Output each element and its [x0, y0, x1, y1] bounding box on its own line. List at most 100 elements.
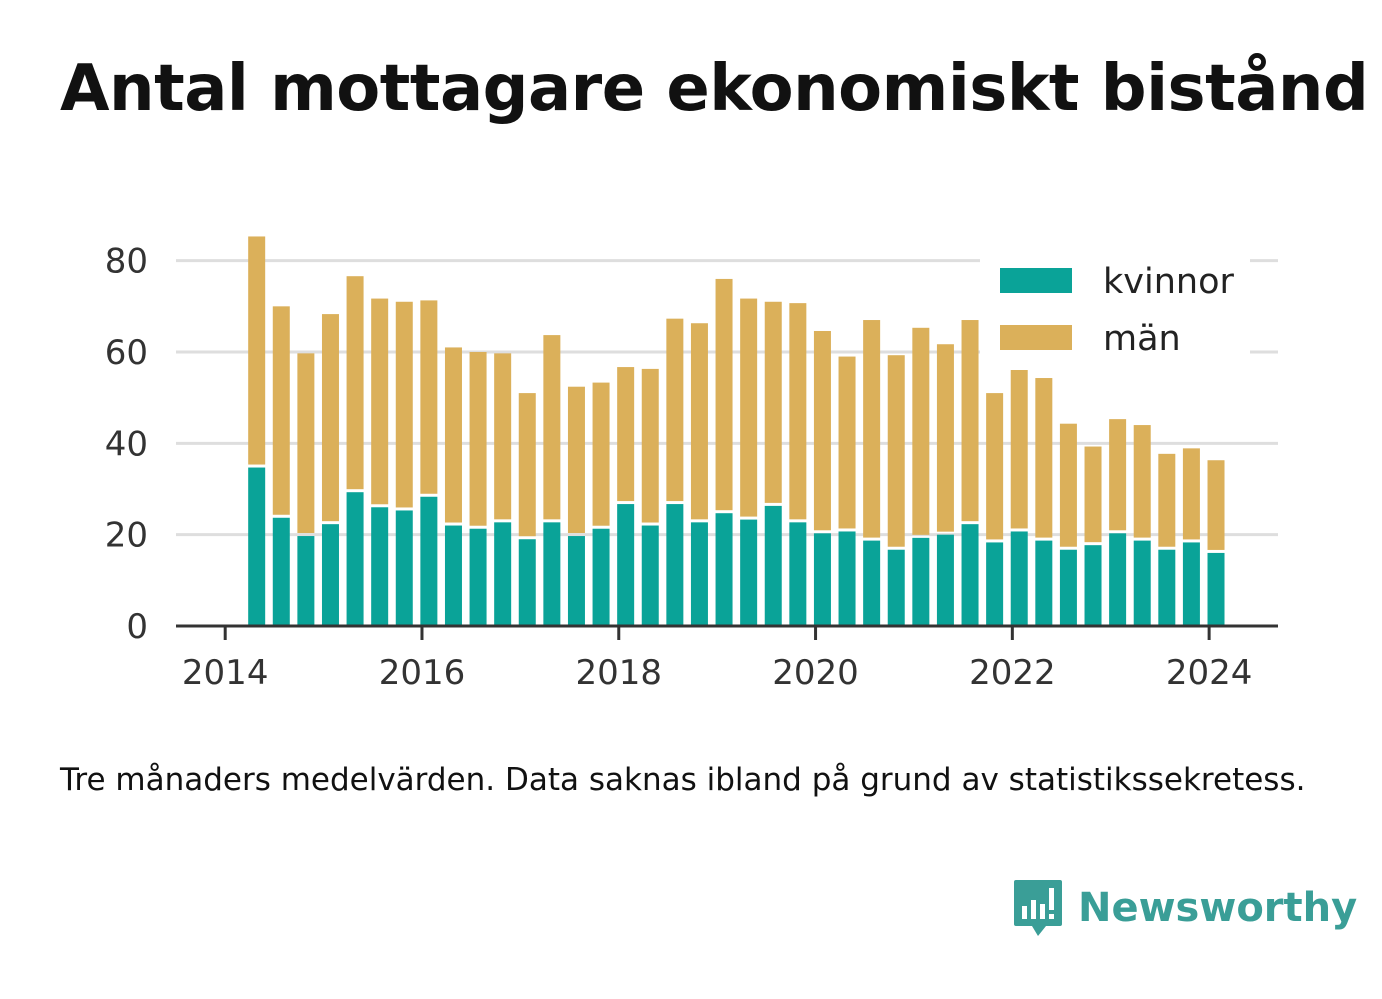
y-tick-label: 20: [105, 516, 148, 556]
bars: [248, 236, 1225, 626]
bar-man: [321, 314, 339, 522]
bar-man: [1059, 423, 1077, 547]
bar-man: [543, 335, 561, 520]
newsworthy-logo-icon: [1014, 880, 1062, 936]
bar-kvinnor: [912, 537, 930, 626]
bar-kvinnor: [764, 505, 782, 626]
bar-man: [838, 356, 856, 529]
bar-kvinnor: [1035, 540, 1053, 626]
bar-kvinnor: [1182, 542, 1200, 626]
bar-man: [1182, 448, 1200, 540]
x-tick-label: 2024: [1166, 653, 1253, 693]
bar-man: [617, 367, 635, 502]
x-tick-label: 2018: [576, 653, 663, 693]
bar-kvinnor: [371, 507, 389, 626]
bar-kvinnor: [420, 496, 438, 626]
bar-man: [444, 347, 462, 523]
bar-kvinnor: [666, 504, 684, 626]
x-tick-label: 2022: [969, 653, 1056, 693]
bar-man: [371, 298, 389, 505]
bar-man: [863, 320, 881, 538]
bar-man: [813, 330, 831, 531]
bar-man: [248, 236, 266, 465]
bar-man: [469, 352, 487, 526]
chart: 0 20 40 60 80 2014 2016 2018 2020 2022 2024 kvinno…: [105, 236, 1278, 693]
bar-kvinnor: [543, 522, 561, 626]
bar-man: [518, 393, 536, 537]
bar-man: [641, 368, 659, 523]
y-tick-label: 80: [105, 242, 148, 282]
bar-kvinnor: [1133, 540, 1151, 626]
bar-kvinnor: [986, 542, 1004, 626]
bar-kvinnor: [1207, 552, 1225, 626]
bar-kvinnor: [248, 467, 266, 626]
bar-kvinnor: [690, 522, 708, 626]
bar-man: [420, 300, 438, 494]
legend-label: män: [1103, 319, 1181, 359]
bar-man: [936, 344, 954, 532]
bar-kvinnor: [346, 492, 364, 626]
bar-man: [961, 320, 979, 522]
bar-man: [1010, 347, 1028, 529]
legend-label: kvinnor: [1103, 262, 1234, 302]
bar-man: [715, 278, 733, 511]
bar-man: [740, 298, 758, 517]
bar-kvinnor: [641, 525, 659, 626]
bar-man: [789, 303, 807, 520]
bar-man: [592, 382, 610, 526]
x-tick-label: 2014: [182, 653, 269, 693]
bar-kvinnor: [272, 517, 290, 626]
bar-kvinnor: [740, 519, 758, 626]
y-tick-label: 60: [105, 333, 148, 373]
bar-man: [297, 353, 315, 534]
brand-name: Newsworthy: [1078, 885, 1358, 931]
bar-man: [1158, 453, 1176, 547]
bar-man: [887, 355, 905, 547]
bar-man: [494, 353, 512, 520]
chart-caption: Tre månaders medelvärden. Data saknas ib…: [60, 762, 1306, 798]
bar-kvinnor: [838, 531, 856, 626]
bar-kvinnor: [321, 524, 339, 626]
bar-kvinnor: [444, 525, 462, 626]
chart-title: Antal mottagare ekonomiskt bistånd: [60, 52, 1369, 126]
bar-man: [1133, 425, 1151, 538]
bar-man: [1207, 460, 1225, 550]
bar-man: [666, 318, 684, 502]
bar-man: [1035, 378, 1053, 538]
brand: Newsworthy: [1010, 876, 1357, 940]
bar-kvinnor: [1059, 549, 1077, 626]
bar-man: [1084, 446, 1102, 543]
bar-man: [986, 393, 1004, 540]
bar-kvinnor: [789, 522, 807, 626]
bar-kvinnor: [592, 528, 610, 626]
y-tick-label: 0: [126, 607, 148, 647]
bar-man: [912, 327, 930, 535]
bar-kvinnor: [395, 510, 413, 626]
bar-man: [346, 276, 364, 490]
bar-kvinnor: [494, 522, 512, 626]
bar-kvinnor: [518, 539, 536, 626]
bar-man: [764, 301, 782, 503]
bar-man: [567, 386, 585, 534]
legend-swatch: [1000, 325, 1072, 350]
bar-kvinnor: [887, 549, 905, 626]
axes: 0 20 40 60 80 2014 2016 2018 2020 2022 2024: [105, 242, 1278, 693]
bar-kvinnor: [469, 528, 487, 626]
y-tick-label: 40: [105, 424, 148, 464]
bar-kvinnor: [297, 536, 315, 626]
bar-kvinnor: [961, 524, 979, 626]
legend-swatch: [1000, 268, 1072, 293]
bar-kvinnor: [617, 504, 635, 626]
bar-kvinnor: [1158, 549, 1176, 626]
bar-man: [272, 306, 290, 515]
bar-kvinnor: [1084, 545, 1102, 626]
x-tick-label: 2020: [772, 653, 859, 693]
bar-kvinnor: [863, 540, 881, 626]
bar-kvinnor: [813, 533, 831, 626]
bar-kvinnor: [936, 534, 954, 626]
legend: kvinnor män: [980, 250, 1250, 370]
bar-man: [395, 301, 413, 508]
bar-kvinnor: [1109, 533, 1127, 626]
bar-kvinnor: [567, 536, 585, 626]
bar-kvinnor: [715, 513, 733, 626]
